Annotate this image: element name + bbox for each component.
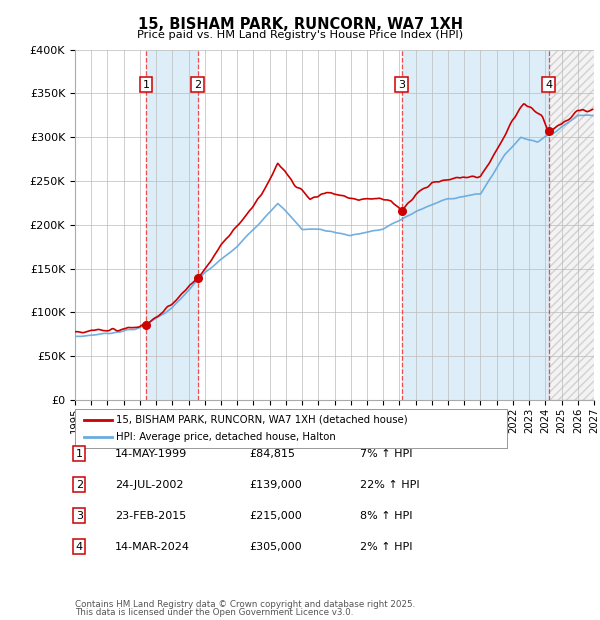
Text: 14-MAR-2024: 14-MAR-2024 [115,542,190,552]
Text: 15, BISHAM PARK, RUNCORN, WA7 1XH (detached house): 15, BISHAM PARK, RUNCORN, WA7 1XH (detac… [116,415,408,425]
Text: 4: 4 [76,542,83,552]
Text: 22% ↑ HPI: 22% ↑ HPI [360,480,419,490]
Text: 1: 1 [142,79,149,90]
Text: Price paid vs. HM Land Registry's House Price Index (HPI): Price paid vs. HM Land Registry's House … [137,30,463,40]
Text: £305,000: £305,000 [249,542,302,552]
Text: HPI: Average price, detached house, Halton: HPI: Average price, detached house, Halt… [116,432,336,442]
Text: 2% ↑ HPI: 2% ↑ HPI [360,542,413,552]
Text: 15, BISHAM PARK, RUNCORN, WA7 1XH: 15, BISHAM PARK, RUNCORN, WA7 1XH [137,17,463,32]
Text: 2: 2 [194,79,201,90]
Bar [401,50,548,400]
Text: £139,000: £139,000 [249,480,302,490]
Text: £215,000: £215,000 [249,511,302,521]
Text: Contains HM Land Registry data © Crown copyright and database right 2025.: Contains HM Land Registry data © Crown c… [75,600,415,609]
Text: 14-MAY-1999: 14-MAY-1999 [115,449,187,459]
Bar [548,50,600,400]
Text: 3: 3 [398,79,405,90]
Text: 23-FEB-2015: 23-FEB-2015 [115,511,187,521]
Text: This data is licensed under the Open Government Licence v3.0.: This data is licensed under the Open Gov… [75,608,353,617]
Text: 7% ↑ HPI: 7% ↑ HPI [360,449,413,459]
Text: 2: 2 [76,480,83,490]
Text: £84,815: £84,815 [249,449,295,459]
Text: 1: 1 [76,449,83,459]
Text: 3: 3 [76,511,83,521]
Text: 4: 4 [545,79,552,90]
Text: 8% ↑ HPI: 8% ↑ HPI [360,511,413,521]
Text: 24-JUL-2002: 24-JUL-2002 [115,480,184,490]
Bar [146,50,197,400]
